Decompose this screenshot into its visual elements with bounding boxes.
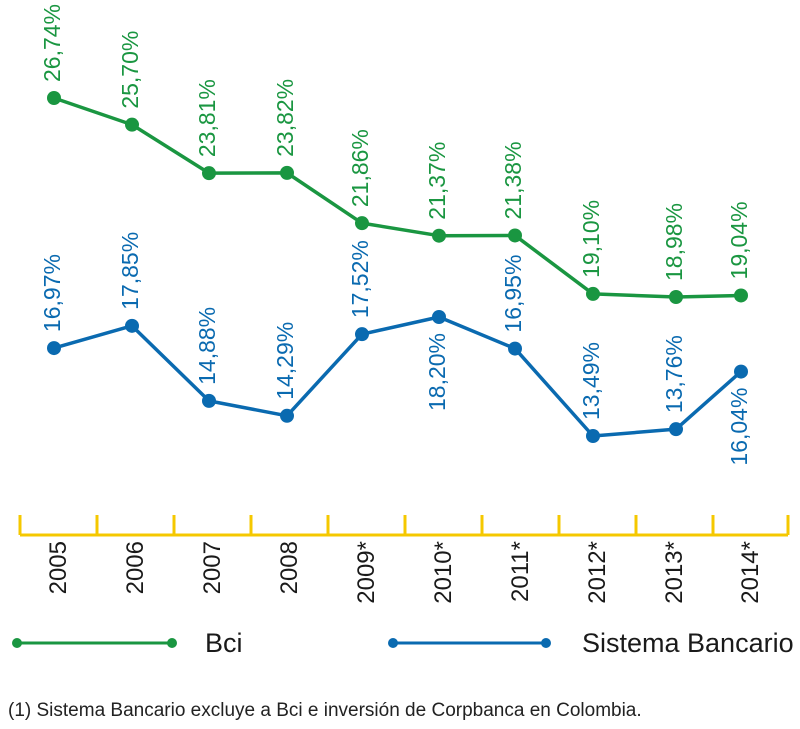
data-label: 18,98%	[661, 203, 687, 281]
data-point	[202, 166, 216, 181]
data-point	[125, 318, 139, 333]
legend-label: Sistema Bancario	[582, 628, 794, 658]
x-tick-label: 2009*	[353, 541, 380, 604]
data-label: 23,81%	[194, 79, 220, 157]
data-point	[355, 216, 369, 231]
data-point	[355, 327, 369, 342]
data-point	[280, 165, 294, 180]
data-point	[47, 91, 61, 105]
x-tick-label: 2014*	[737, 541, 764, 604]
legend-marker	[167, 638, 177, 648]
x-tick-label: 2006	[122, 541, 149, 594]
data-label: 13,76%	[661, 335, 687, 413]
x-tick-label: 2010*	[430, 541, 457, 604]
data-label: 14,88%	[194, 307, 220, 385]
data-point	[47, 341, 61, 356]
data-point	[432, 310, 446, 324]
data-point	[202, 393, 216, 408]
x-tick-label: 2011*	[507, 541, 534, 602]
data-label: 18,20%	[424, 333, 450, 411]
x-tick-label: 2007	[199, 541, 226, 594]
data-label: 23,82%	[272, 79, 298, 157]
series-line-bci	[52, 96, 743, 299]
data-label: 26,74%	[39, 4, 65, 82]
data-point	[734, 288, 748, 303]
legend-marker	[541, 638, 551, 648]
data-label: 21,86%	[347, 129, 373, 207]
data-label: 14,29%	[272, 322, 298, 400]
x-tick-label: 2008	[276, 541, 303, 594]
data-point	[669, 422, 683, 437]
data-label: 19,10%	[578, 200, 604, 278]
data-label: 19,04%	[726, 201, 752, 279]
x-tick-label: 2012*	[584, 541, 611, 604]
data-point	[280, 408, 294, 423]
data-point	[734, 364, 748, 379]
data-label: 25,70%	[117, 31, 143, 109]
data-point	[508, 228, 522, 243]
data-point	[508, 341, 522, 356]
x-tick-label: 2013*	[661, 541, 688, 604]
data-label: 17,52%	[347, 240, 373, 318]
data-point	[125, 117, 139, 132]
legend-marker	[12, 638, 22, 648]
data-label: 21,38%	[500, 141, 526, 219]
legend-marker	[388, 638, 398, 648]
data-label: 16,95%	[500, 255, 526, 333]
x-tick-label: 2005	[45, 541, 72, 594]
footnote: (1) Sistema Bancario excluye a Bci e inv…	[8, 700, 642, 721]
data-label: 16,97%	[39, 254, 65, 332]
data-point	[432, 228, 446, 243]
data-point	[669, 290, 683, 304]
data-point	[586, 429, 600, 443]
data-label: 17,85%	[117, 232, 143, 310]
data-label: 21,37%	[424, 142, 450, 220]
legend-label: Bci	[205, 628, 243, 658]
data-label: 16,04%	[726, 388, 752, 466]
data-point	[586, 286, 600, 301]
data-label: 13,49%	[578, 342, 604, 420]
series-line-sistema-bancario	[52, 315, 743, 438]
